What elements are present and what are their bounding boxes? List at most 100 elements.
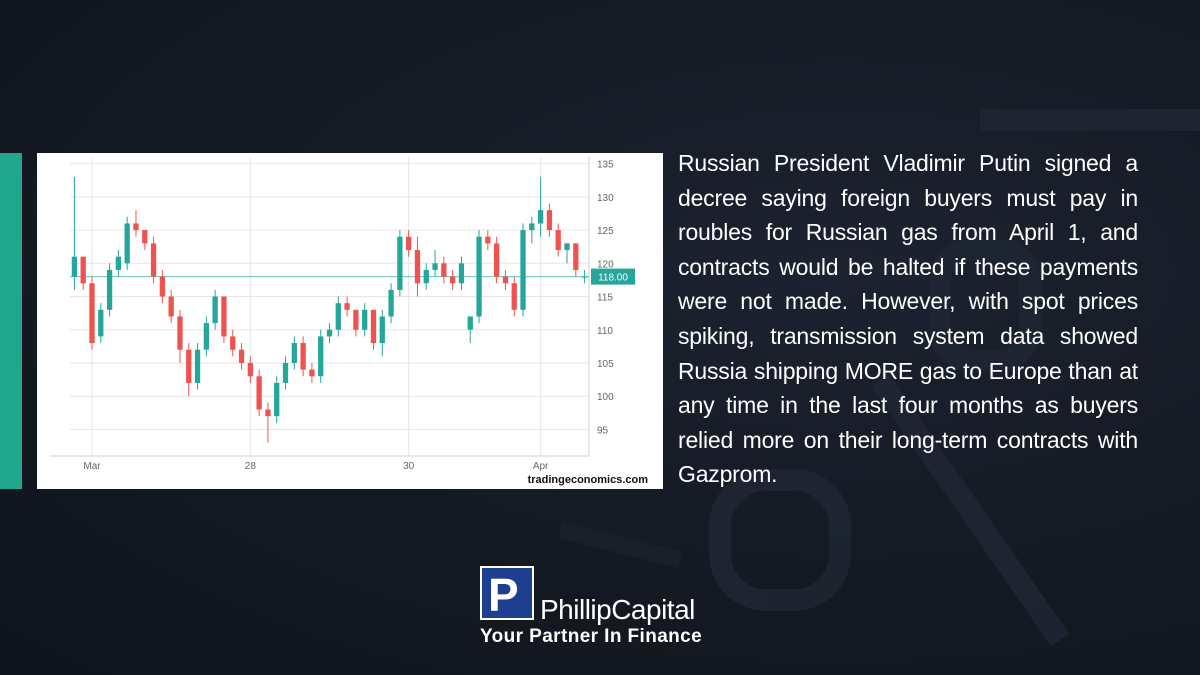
candle xyxy=(230,329,236,357)
candle-body xyxy=(362,309,368,330)
x-tick-label: 30 xyxy=(403,461,415,472)
candle xyxy=(106,263,113,317)
y-tick-label: 130 xyxy=(597,193,614,204)
y-tick-label: 95 xyxy=(597,425,609,436)
x-tick-label: Apr xyxy=(533,461,549,472)
candle xyxy=(362,303,368,337)
x-tick-label: Mar xyxy=(83,461,101,472)
candle-body xyxy=(546,210,553,231)
candle-body xyxy=(353,309,359,330)
logo-tagline: Your Partner In Finance xyxy=(480,626,703,647)
candle-body xyxy=(326,329,333,337)
candle xyxy=(485,230,491,251)
candle xyxy=(98,303,104,344)
candle xyxy=(221,296,227,344)
candle xyxy=(186,343,192,397)
y-tick-label: 125 xyxy=(597,226,614,237)
candle xyxy=(529,216,535,244)
candle-body xyxy=(159,276,166,297)
y-tick-label: 135 xyxy=(597,160,614,171)
candle-body xyxy=(573,243,579,270)
price-tag xyxy=(591,268,635,285)
candle-body xyxy=(256,376,262,410)
candle xyxy=(133,210,139,237)
candle-body xyxy=(344,303,350,310)
candle xyxy=(335,296,341,337)
candle-body xyxy=(423,269,429,284)
candle-body xyxy=(564,243,570,251)
y-tick-label: 120 xyxy=(597,259,614,270)
candle xyxy=(379,309,385,357)
candle xyxy=(397,230,403,297)
candle-body xyxy=(555,230,561,251)
candle-body xyxy=(406,236,412,251)
candle xyxy=(124,216,130,270)
candle xyxy=(344,296,350,317)
candle xyxy=(238,343,245,370)
candle xyxy=(309,362,315,383)
chart-source: tradingeconomics.com xyxy=(527,474,648,486)
candle-body xyxy=(370,309,377,344)
candle-body xyxy=(309,369,315,377)
candle-body xyxy=(397,236,403,290)
candle xyxy=(476,230,482,324)
logo-mark: P xyxy=(480,566,534,620)
candle-body xyxy=(282,362,289,383)
candle-body xyxy=(388,289,394,317)
candle xyxy=(581,269,588,284)
candle-body xyxy=(450,276,456,284)
candle-body xyxy=(115,256,122,270)
candle-body xyxy=(511,283,517,310)
candle-body xyxy=(142,230,148,244)
candle-body xyxy=(520,230,526,310)
price-tag-label: 118.00 xyxy=(598,273,628,284)
candle xyxy=(573,243,579,277)
candle xyxy=(203,316,209,357)
candle-body xyxy=(467,316,473,330)
candle-body xyxy=(98,309,104,337)
candle xyxy=(168,289,174,324)
candle-body xyxy=(186,349,192,383)
candle xyxy=(274,376,280,423)
candle-body xyxy=(414,250,421,284)
candle-body xyxy=(379,316,385,344)
candle xyxy=(150,236,157,284)
candle-body xyxy=(133,223,139,231)
candle-body xyxy=(274,382,280,417)
candle xyxy=(265,402,271,443)
candle xyxy=(256,369,262,417)
logo-name: PhillipCapital xyxy=(540,594,695,625)
phillipcapital-logo: P PhillipCapital Your Partner In Finance xyxy=(480,566,740,656)
candle-body xyxy=(485,236,491,244)
candle xyxy=(467,316,473,344)
candle xyxy=(537,176,544,237)
candle xyxy=(247,356,253,383)
candle-body xyxy=(335,303,341,330)
candle-body xyxy=(265,409,271,417)
candle-body xyxy=(177,316,183,350)
candle-body xyxy=(300,343,306,370)
accent-bar xyxy=(0,153,22,489)
candle-body xyxy=(502,276,509,284)
candle-body xyxy=(124,223,130,264)
candle-body xyxy=(230,336,236,350)
candle xyxy=(89,276,95,350)
x-tick-label: 28 xyxy=(245,461,257,472)
price-chart: 95 100 105 110 115 120 125 130 135 Mar 28 30 Apr 11… xyxy=(37,153,663,489)
candle-body xyxy=(212,296,218,324)
candle xyxy=(564,243,570,264)
candle xyxy=(450,269,456,290)
candle xyxy=(212,289,218,330)
candle xyxy=(318,329,324,383)
y-tick-label: 100 xyxy=(597,392,614,403)
candle-body xyxy=(529,223,535,231)
candle xyxy=(80,256,86,290)
candle-body xyxy=(537,210,544,224)
candle xyxy=(370,309,377,350)
candle xyxy=(282,356,289,390)
candle-body xyxy=(150,243,157,277)
candle xyxy=(511,276,517,317)
candle xyxy=(520,223,526,317)
candle-body xyxy=(441,263,447,277)
